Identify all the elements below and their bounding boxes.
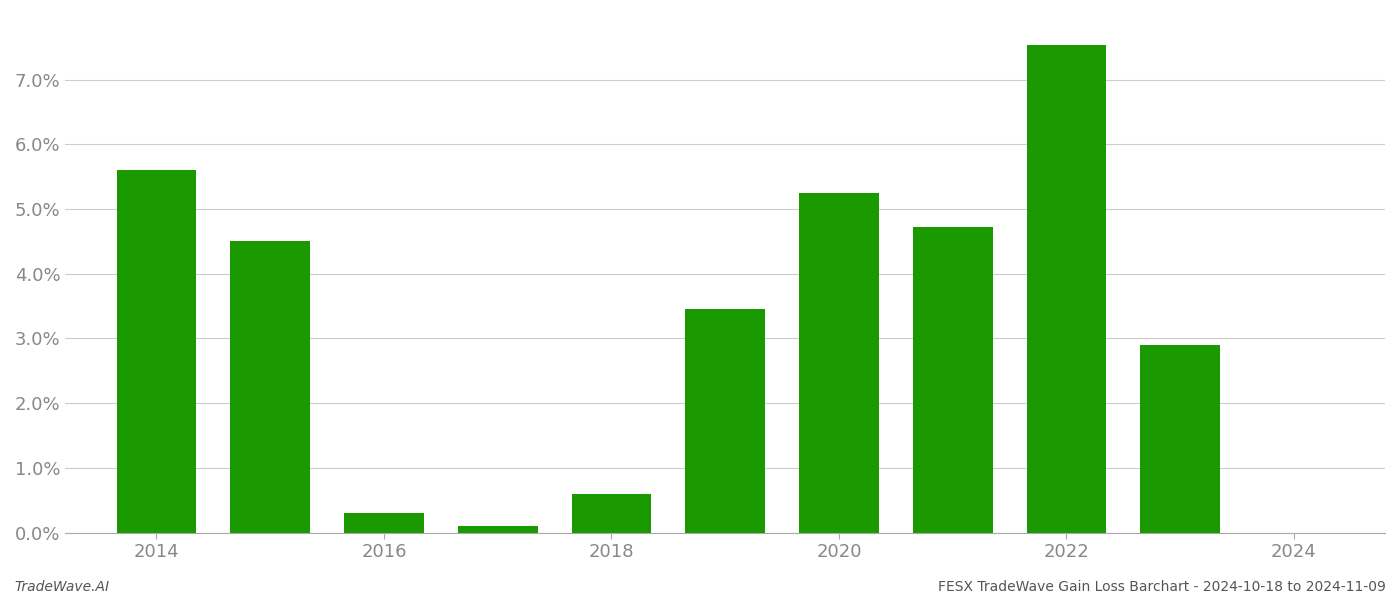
Bar (799, 193, 879, 533)
Bar (231, 241, 309, 533)
Text: FESX TradeWave Gain Loss Barchart - 2024-10-18 to 2024-11-09: FESX TradeWave Gain Loss Barchart - 2024… (938, 580, 1386, 594)
Bar (458, 526, 538, 533)
Bar (1026, 46, 1106, 533)
Bar (1141, 345, 1219, 533)
Bar (686, 310, 764, 533)
Bar (571, 494, 651, 533)
Bar (344, 513, 424, 533)
Text: TradeWave.AI: TradeWave.AI (14, 580, 109, 594)
Bar (913, 227, 993, 533)
Bar (116, 170, 196, 533)
